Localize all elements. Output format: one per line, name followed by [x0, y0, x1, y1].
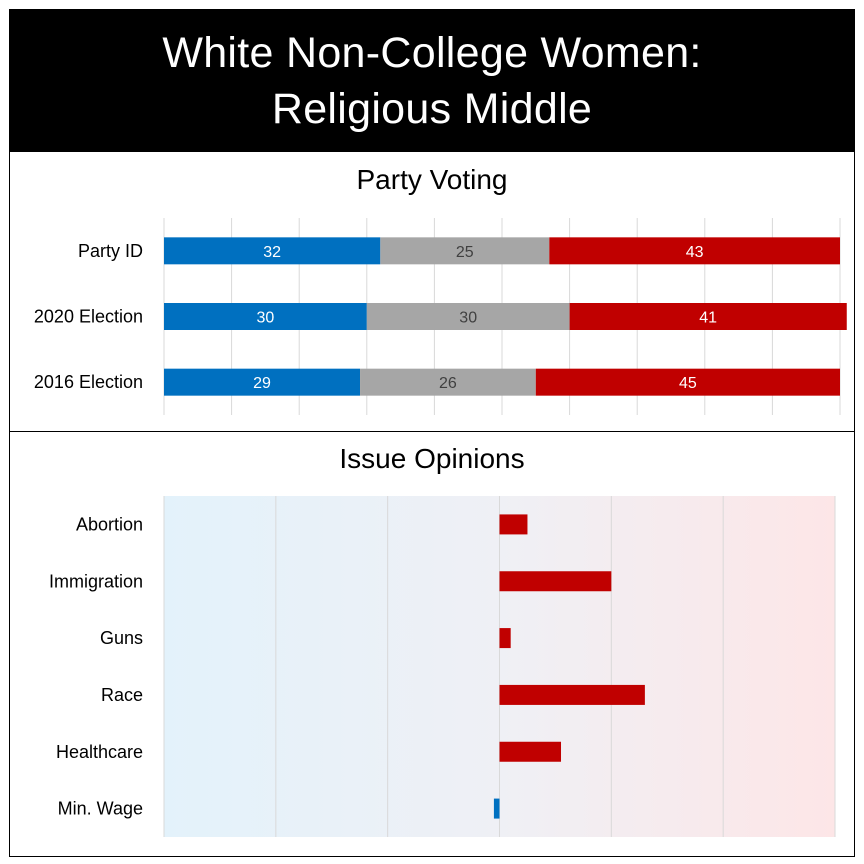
data-label: 43 [686, 244, 704, 261]
category-label: 2020 Election [34, 307, 143, 327]
category-label: Guns [100, 628, 143, 648]
bar-segment [380, 237, 550, 265]
title-line-1: White Non-College Women: [162, 28, 702, 77]
data-label: 29 [253, 375, 271, 392]
category-label: Race [101, 685, 143, 705]
issue-bar [499, 514, 528, 535]
category-label: Immigration [49, 571, 143, 591]
panel-divider [9, 431, 855, 432]
bar-segment [164, 368, 361, 396]
issue-bar [493, 798, 500, 819]
data-label: 25 [456, 244, 474, 261]
issue-bar [499, 628, 511, 649]
issue-bar [499, 741, 562, 762]
category-label: Healthcare [56, 742, 143, 762]
data-label: 26 [439, 375, 457, 392]
category-label: Party ID [78, 241, 143, 261]
title-banner: White Non-College Women: Religious Middl… [9, 9, 855, 152]
data-label: 30 [257, 310, 275, 327]
party-voting-title: Party Voting [356, 164, 508, 195]
issue-bar [499, 571, 612, 592]
category-label: Abortion [76, 514, 143, 534]
bar-segment [164, 303, 367, 330]
bar-segment [549, 237, 840, 265]
party-voting-chart: Party ID 32 25 43 2020 Election 30 30 41 2016 El… [34, 218, 847, 415]
bar-segment [164, 237, 381, 265]
title-line-2: Religious Middle [271, 84, 593, 133]
data-label: 45 [679, 375, 697, 392]
category-label: Min. Wage [58, 799, 143, 819]
bar-segment [569, 303, 847, 330]
bar-segment [366, 303, 570, 330]
bar-segment [360, 368, 536, 396]
data-label: 41 [699, 310, 717, 327]
issue-bar [499, 684, 645, 705]
issue-opinions-chart: Abortion Immigration Guns Race Healthcare Min… [49, 496, 836, 837]
category-label: 2016 Election [34, 372, 143, 392]
data-label: 30 [459, 310, 477, 327]
data-label: 32 [263, 244, 281, 261]
bar-segment [535, 368, 840, 396]
issue-opinions-title: Issue Opinions [339, 443, 525, 474]
